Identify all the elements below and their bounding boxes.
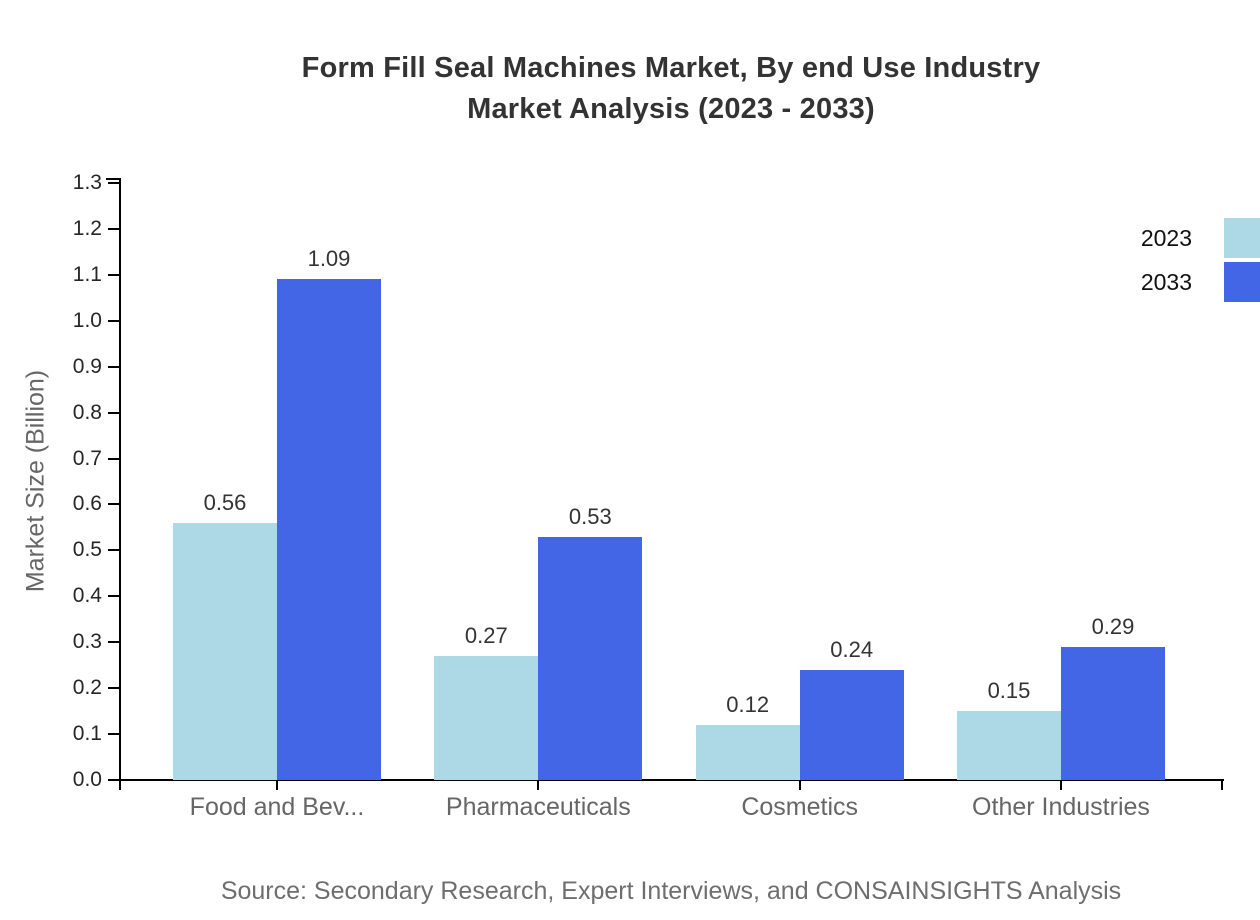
x-tick-label-other-industries: Other Industries [972,793,1150,821]
chart-title-line2: Market Analysis (2023 - 2033) [467,93,875,125]
y-tick-label-1.3: 1.3 [72,171,102,194]
x-tick-food-and-bev [276,780,278,790]
value-label-2033-pharmaceuticals: 0.53 [568,503,612,529]
bar-2023-cosmetics [695,724,800,780]
legend-swatch-2033[interactable] [1224,262,1260,302]
value-label-2023-food-and-bev: 0.56 [203,489,247,515]
bar-2033-other-industries [1060,646,1165,780]
y-tick-0.3 [108,641,120,644]
y-tick-label-0.6: 0.6 [72,492,102,516]
y-tick-label-0.7: 0.7 [72,446,102,470]
y-tick-0.2 [108,687,120,690]
legend-swatch-2023[interactable] [1224,218,1260,258]
source-attribution: Source: Secondary Research, Expert Inter… [220,877,1122,905]
y-tick-0.1 [108,733,120,736]
chart-title-line1: Form Fill Seal Machines Market, By end U… [301,52,1041,84]
y-tick-0.9 [108,365,120,368]
value-label-2033-food-and-bev: 1.09 [307,246,351,272]
y-tick-label-0.1: 0.1 [72,722,102,746]
y-tick-label-0.5: 0.5 [72,538,102,562]
legend-label-2033[interactable]: 2033 [1140,269,1192,295]
y-tick-0.7 [108,457,120,460]
value-label-2023-cosmetics: 0.12 [726,691,770,717]
bar-2033-food-and-bev [277,279,381,780]
y-tick-0.4 [108,595,120,598]
y-tick-label-0.4: 0.4 [72,584,102,608]
x-tick-pharmaceuticals [537,780,540,790]
y-tick-label-0.0: 0.0 [72,768,102,791]
y-tick-label-1.1: 1.1 [72,262,102,286]
y-tick-0.5 [108,549,120,552]
y-tick-1.0 [108,319,120,322]
bar-2023-food-and-bev [173,522,277,780]
y-tick-label-1.2: 1.2 [72,216,102,240]
x-tick-cosmetics [798,780,801,790]
bar-2033-pharmaceuticals [538,536,643,780]
bar-2033-cosmetics [799,669,904,780]
y-tick-1.1 [108,273,120,276]
y-tick-label-0.3: 0.3 [72,630,102,654]
y-axis-top-cap [106,178,120,180]
value-label-2023-other-industries: 0.15 [987,678,1031,704]
y-tick-1.3 [108,182,120,184]
x-axis-spine [119,779,1224,781]
x-tick-label-pharmaceuticals: Pharmaceuticals [445,793,631,821]
x-tick-label-cosmetics: Cosmetics [741,793,858,821]
x-tick-label-food-and-bev: Food and Bev... [189,793,365,821]
bar-2023-pharmaceuticals [434,656,539,780]
bar-2023-other-industries [956,711,1061,780]
y-tick-0.8 [108,411,120,414]
chart-title: Form Fill Seal Machines Market, By end U… [120,48,1222,130]
y-tick-0.6 [108,503,120,506]
x-tick-other-industries [1059,780,1062,790]
value-label-2023-pharmaceuticals: 0.27 [464,623,508,648]
value-label-2033-other-industries: 0.29 [1091,613,1135,639]
value-label-2033-cosmetics: 0.24 [830,636,874,662]
y-axis-spine [119,178,121,790]
y-tick-label-0.8: 0.8 [72,400,102,424]
y-tick-label-1.0: 1.0 [72,308,102,332]
y-tick-0.0 [108,779,120,781]
y-tick-1.2 [108,227,120,230]
legend-label-2023[interactable]: 2023 [1140,225,1192,251]
x-axis-end-tick [1221,779,1223,790]
y-tick-label-0.9: 0.9 [72,354,102,378]
y-tick-label-0.2: 0.2 [72,676,102,700]
